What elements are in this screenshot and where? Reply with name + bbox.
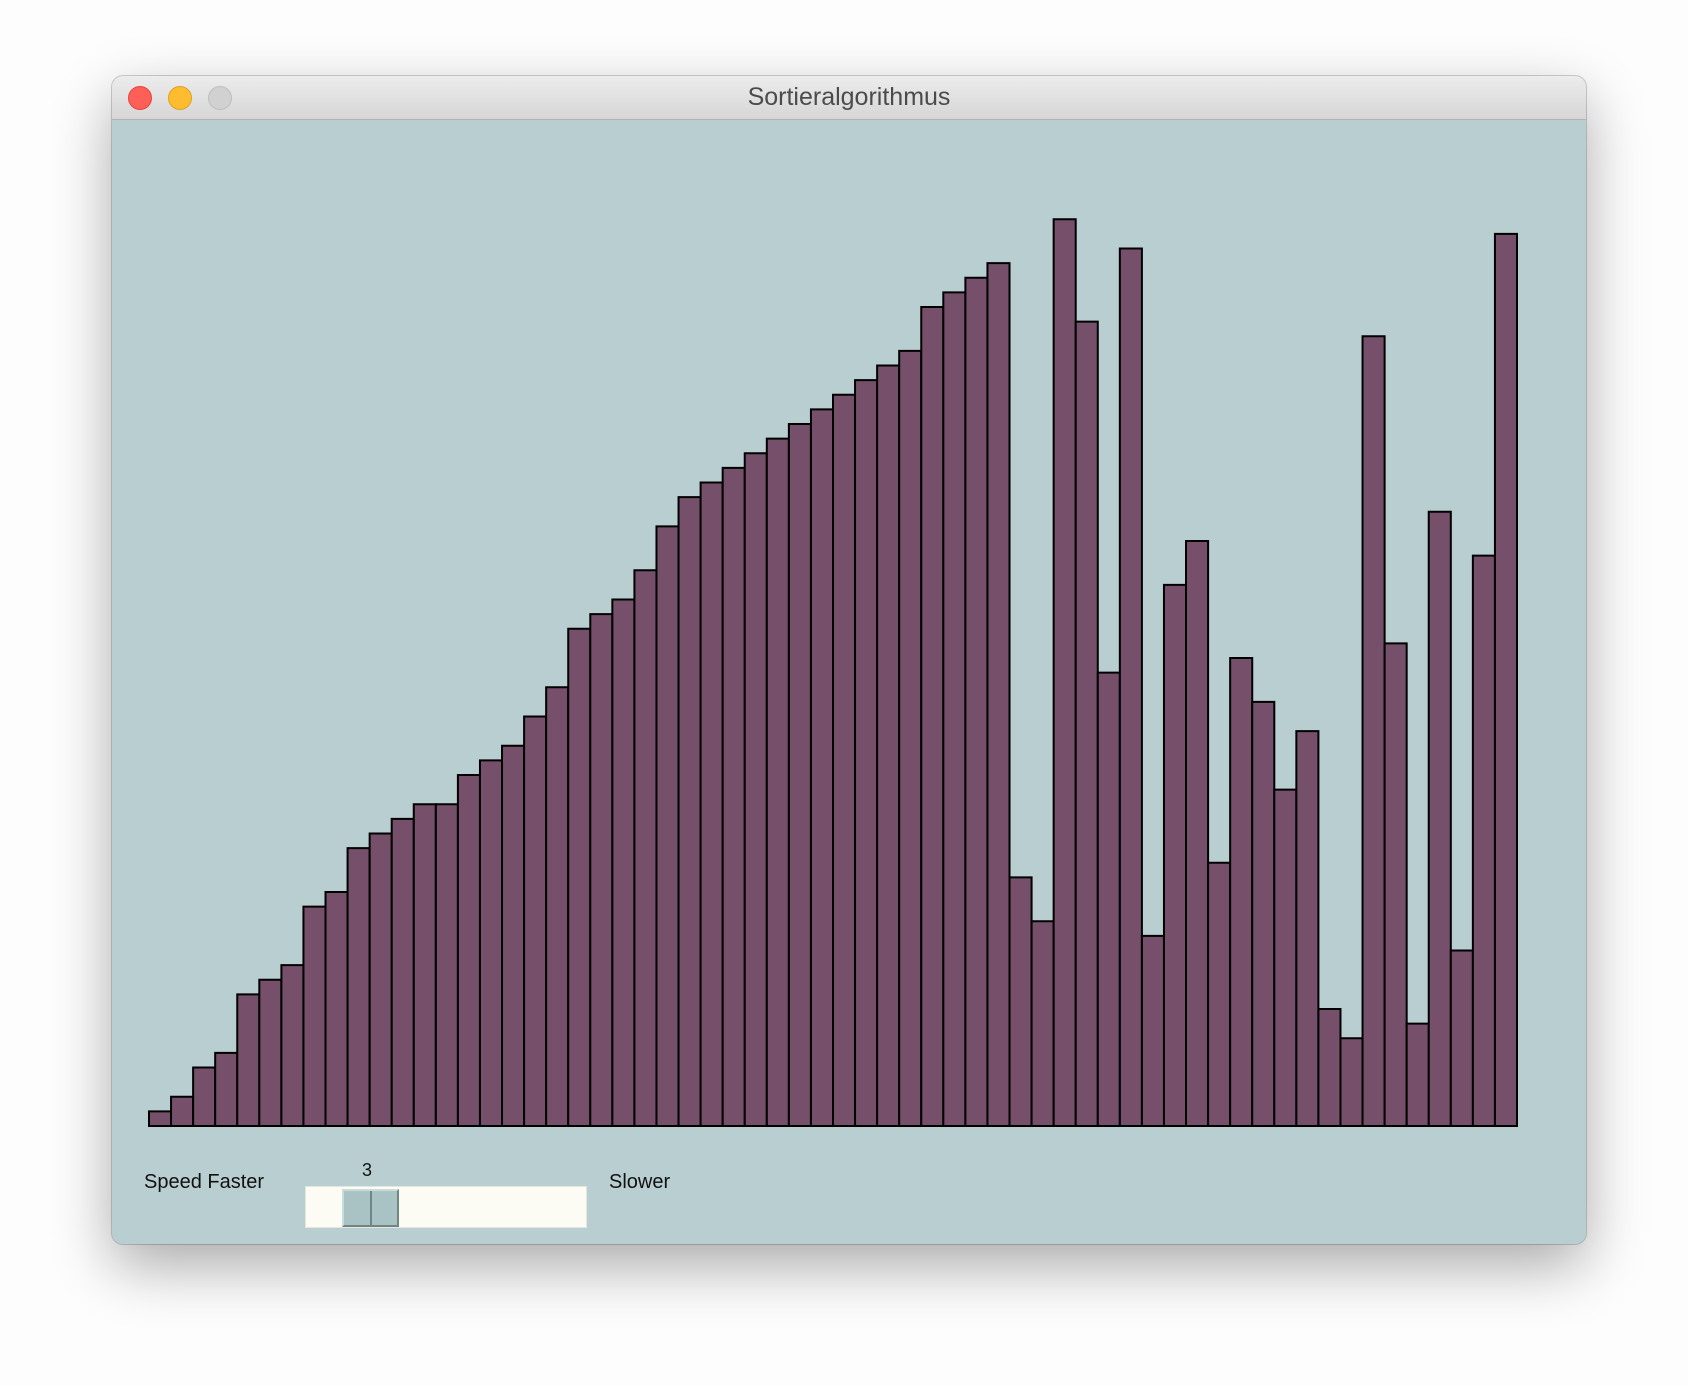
bar	[1427, 510, 1452, 1127]
bar	[1185, 540, 1210, 1127]
bar	[170, 1095, 195, 1127]
bar	[1273, 788, 1298, 1128]
slider-value-label: 3	[362, 1160, 373, 1180]
zoom-button[interactable]	[208, 86, 232, 110]
bar	[964, 276, 989, 1127]
bar	[743, 452, 768, 1127]
bar	[148, 1110, 173, 1128]
bar	[236, 993, 261, 1128]
bar	[611, 598, 636, 1127]
bar	[1493, 232, 1518, 1128]
bar	[1471, 554, 1496, 1128]
bar	[523, 715, 548, 1127]
bar	[677, 496, 702, 1128]
slower-label: Slower	[609, 1171, 671, 1193]
title-bar[interactable]: Sortieralgorithmus	[112, 76, 1586, 120]
bar	[258, 978, 283, 1127]
bar	[898, 349, 923, 1128]
bar	[1030, 920, 1055, 1127]
speed-faster-label: Speed Faster	[144, 1171, 265, 1193]
bar	[832, 393, 857, 1127]
bar	[1118, 247, 1143, 1127]
bar	[280, 964, 305, 1128]
bar	[214, 1051, 239, 1128]
bar	[412, 803, 437, 1127]
bar	[920, 306, 945, 1127]
bar	[1008, 876, 1033, 1128]
bar	[942, 291, 967, 1128]
bar	[1162, 583, 1188, 1128]
bar	[589, 613, 614, 1128]
bar	[456, 774, 481, 1127]
bar	[1295, 730, 1320, 1128]
bar	[501, 744, 526, 1127]
bar	[192, 1066, 217, 1127]
bar	[478, 759, 504, 1128]
bar	[1207, 861, 1232, 1127]
slider-grip-line	[370, 1191, 372, 1225]
bar	[1229, 657, 1254, 1127]
bar	[765, 437, 790, 1128]
bar	[1383, 642, 1408, 1128]
bar	[1339, 1037, 1364, 1127]
bar	[721, 466, 746, 1128]
bar	[986, 262, 1011, 1128]
bar	[699, 481, 724, 1127]
window-title: Sortieralgorithmus	[747, 83, 951, 111]
bar	[434, 803, 459, 1127]
bar	[346, 847, 371, 1128]
window-content: Speed Faster 3 Slower	[112, 120, 1586, 1244]
bar	[324, 891, 349, 1127]
speed-slider-thumb[interactable]	[342, 1189, 399, 1227]
bar	[1052, 218, 1077, 1127]
bar	[545, 686, 570, 1127]
bar	[876, 364, 901, 1127]
bar	[1096, 671, 1121, 1128]
bar	[1361, 335, 1386, 1127]
bar	[1140, 934, 1165, 1128]
bar	[1317, 1008, 1342, 1127]
bar	[302, 905, 327, 1128]
speed-slider[interactable]	[305, 1186, 587, 1228]
bar	[567, 627, 592, 1127]
bar	[390, 817, 415, 1128]
app-window: Sortieralgorithmus Speed Faster 3 Slower	[112, 76, 1586, 1244]
sorting-bar-chart	[148, 218, 1518, 1128]
bar	[368, 832, 393, 1127]
bar	[854, 379, 879, 1128]
bar	[633, 569, 658, 1127]
bar	[1074, 320, 1099, 1128]
bar	[1405, 1022, 1430, 1128]
minimize-button[interactable]	[168, 86, 192, 110]
bar	[655, 525, 680, 1128]
bar	[1449, 949, 1474, 1127]
bar	[809, 408, 835, 1128]
bar	[1251, 700, 1276, 1128]
close-button[interactable]	[128, 86, 152, 110]
bar	[787, 423, 812, 1127]
